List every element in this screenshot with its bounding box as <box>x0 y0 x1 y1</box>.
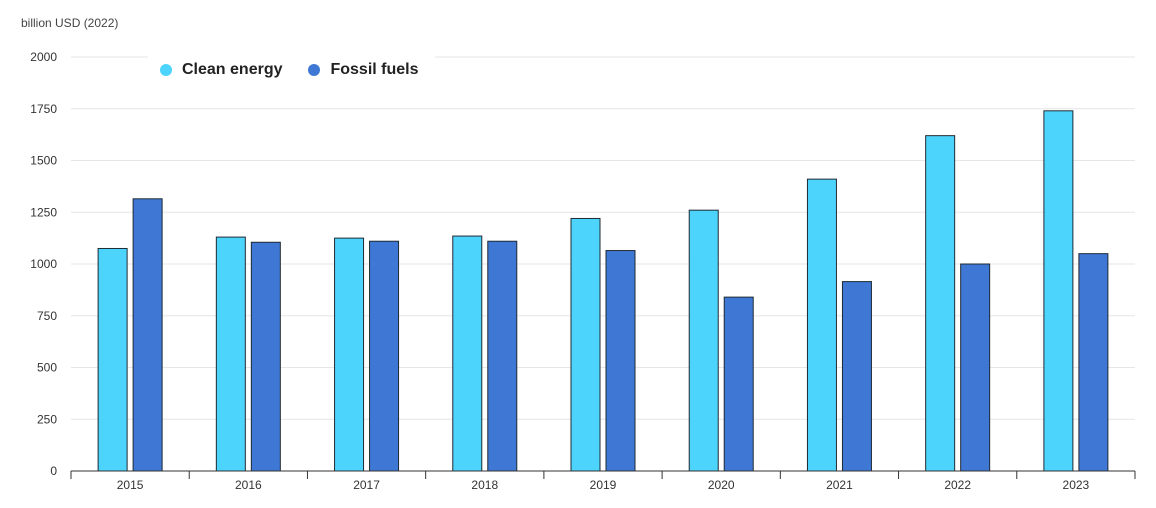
legend-label-fossil-fuels: Fossil fuels <box>330 61 419 78</box>
bar-clean-energy-2021 <box>806 178 837 472</box>
legend-marker-clean-energy <box>160 64 172 76</box>
bar-fossil-fuels-2019 <box>605 250 636 472</box>
y-tick-label-500: 500 <box>37 361 57 375</box>
bar-clean-energy-2015 <box>97 247 128 472</box>
y-tick-label-1750: 1750 <box>30 102 57 116</box>
y-tick-label-1250: 1250 <box>30 205 57 219</box>
x-tick-label-2018: 2018 <box>471 478 498 492</box>
bar-clean-energy-2023 <box>1043 110 1074 472</box>
legend: Clean energy Fossil fuels <box>148 52 435 88</box>
legend-item-clean-energy[interactable]: Clean energy <box>160 61 282 79</box>
x-tick-label-2016: 2016 <box>235 478 262 492</box>
x-tick-label-2015: 2015 <box>117 478 144 492</box>
x-tick-label-2020: 2020 <box>708 478 735 492</box>
bar-clean-energy-2022 <box>925 135 956 472</box>
bar-clean-energy-2020 <box>688 209 719 472</box>
bar-fossil-fuels-2022 <box>960 263 991 472</box>
bar-fossil-fuels-2020 <box>723 296 754 472</box>
bar-clean-energy-2019 <box>570 217 601 472</box>
bar-fossil-fuels-2017 <box>369 240 400 472</box>
legend-item-fossil-fuels[interactable]: Fossil fuels <box>308 61 419 79</box>
legend-label-clean-energy: Clean energy <box>182 61 283 78</box>
bar-clean-energy-2016 <box>215 236 246 472</box>
legend-marker-fossil-fuels <box>308 64 321 76</box>
y-tick-label-1500: 1500 <box>30 154 57 168</box>
x-tick-label-2023: 2023 <box>1063 478 1090 492</box>
bar-fossil-fuels-2023 <box>1078 253 1109 472</box>
y-tick-label-2000: 2000 <box>30 50 57 64</box>
y-tick-label-0: 0 <box>50 464 57 478</box>
x-tick-label-2019: 2019 <box>590 478 617 492</box>
bar-fossil-fuels-2021 <box>841 281 872 472</box>
bar-fossil-fuels-2016 <box>250 241 281 472</box>
bar-clean-energy-2018 <box>452 235 483 472</box>
x-tick-label-2022: 2022 <box>944 478 971 492</box>
bar-clean-energy-2017 <box>334 237 365 472</box>
bar-fossil-fuels-2018 <box>487 240 518 472</box>
x-tick-label-2017: 2017 <box>353 478 380 492</box>
y-tick-label-250: 250 <box>37 412 57 426</box>
x-tick-label-2021: 2021 <box>826 478 853 492</box>
y-tick-label-1000: 1000 <box>30 257 57 271</box>
y-axis-unit-label: billion USD (2022) <box>21 16 119 30</box>
y-tick-label-750: 750 <box>37 309 57 323</box>
bar-fossil-fuels-2015 <box>132 198 163 472</box>
